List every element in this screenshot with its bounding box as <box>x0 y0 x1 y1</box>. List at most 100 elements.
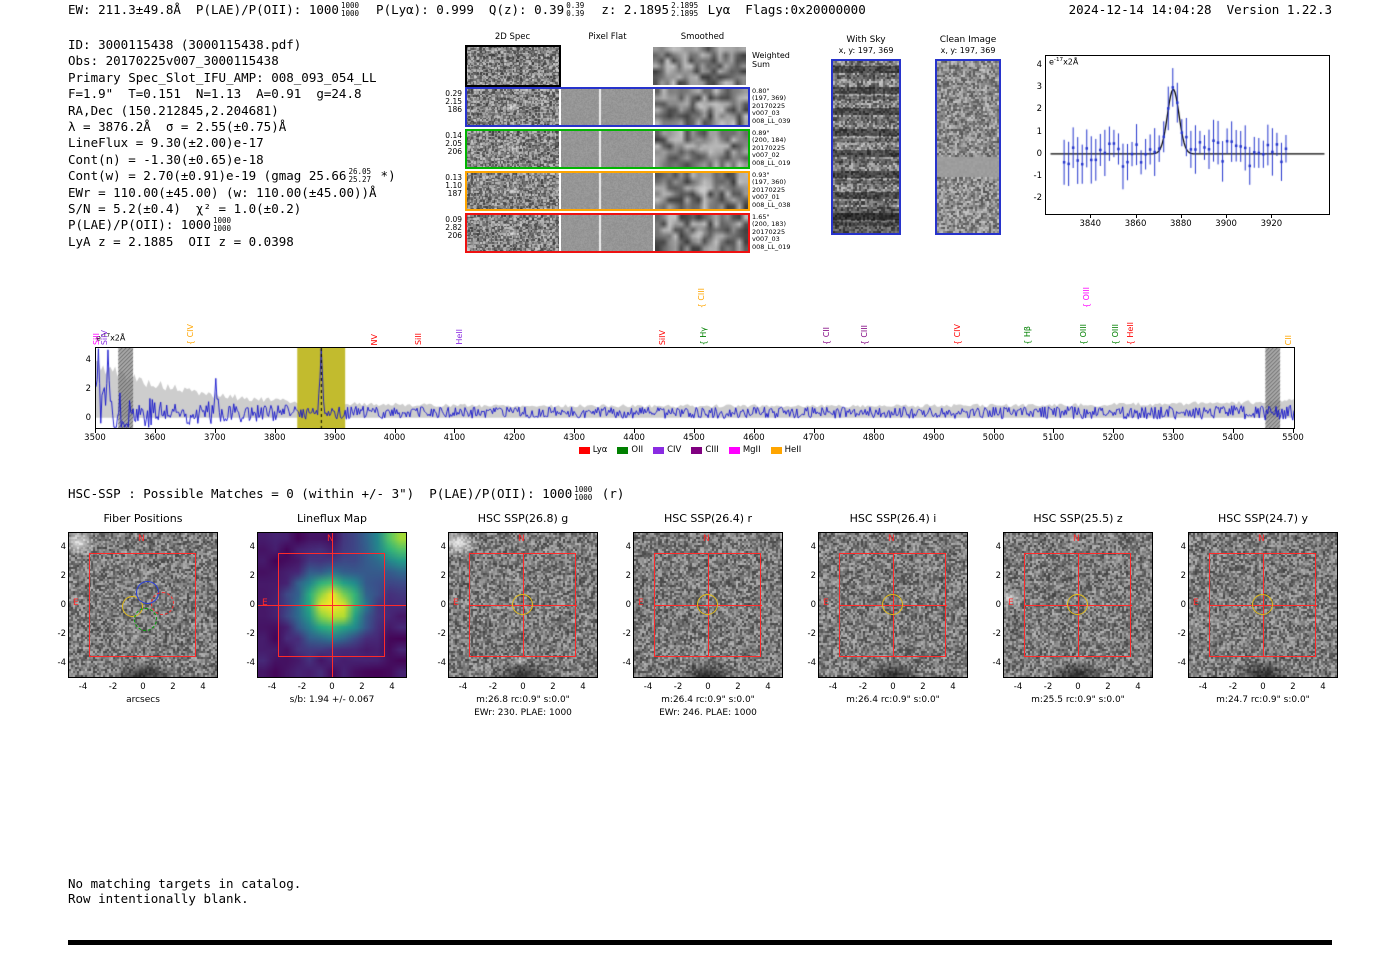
axis-tick-mark <box>1293 429 1294 433</box>
axis-tick-mark <box>154 429 156 433</box>
legend-label: CIV <box>667 445 682 455</box>
withsky-title: With Sky <box>846 35 886 45</box>
y-tick-label: -4 <box>246 658 255 669</box>
axis-tick-mark <box>873 429 875 433</box>
x-tick-label: 4 <box>580 682 586 692</box>
y-tick-label: 0 <box>85 412 91 423</box>
smoothed-canvas <box>655 173 748 209</box>
spec2d-row-left-labels: 0.13 1.10 187 <box>445 173 462 199</box>
cutout-xlabel: m:26.4 rc:0.9" s:0.0" <box>846 695 940 705</box>
aperture-circle <box>1252 594 1273 615</box>
axis-tick-mark <box>1113 429 1115 433</box>
extent-square <box>89 553 196 657</box>
compass-east-label: E <box>1193 598 1199 608</box>
axis-tick-mark <box>574 429 576 433</box>
y-tick-label: 3 <box>1036 82 1042 93</box>
cutout-xlabel: m:25.5 rc:0.9" s:0.0" <box>1031 695 1125 705</box>
smoothed-canvas <box>655 131 748 167</box>
clean-image-title: Clean Image <box>939 35 997 45</box>
emission-line-label: SiIV <box>100 329 110 345</box>
legend-item: Lyα <box>578 445 607 455</box>
axis-tick-mark <box>634 429 636 433</box>
y-tick-label: -1 <box>1033 171 1042 182</box>
x-tick-label: 2 <box>550 682 556 692</box>
spec2d-canvas <box>467 173 559 209</box>
x-tick-label: 4 <box>950 682 956 692</box>
x-tick-label: -4 <box>267 682 277 692</box>
cutout-title: HSC SSP(24.7) y <box>1217 512 1309 525</box>
y-tick-label: -4 <box>992 658 1001 669</box>
info-line: Primary Spec_Slot_IFU_AMP: 008_093_054_L… <box>68 69 377 85</box>
spec2d-cell <box>467 173 559 209</box>
y-tick-label: 0 <box>60 600 66 610</box>
footer-line-1: No matching targets in catalog. <box>68 876 302 891</box>
withsky-image <box>831 59 901 235</box>
spec2d-cell <box>467 215 559 251</box>
compass-east-label: E <box>1008 598 1014 608</box>
x-tick-label: 3920 <box>1260 219 1283 229</box>
compass-north-label: N <box>327 534 334 544</box>
y-tick-label: 4 <box>1180 541 1186 552</box>
x-tick-label: 4 <box>1135 682 1141 692</box>
x-tick-label: -2 <box>108 682 118 692</box>
y-tick-label: -4 <box>622 658 631 669</box>
spec2d-cell <box>561 215 653 251</box>
info-line: LineFlux = 9.30(±2.00)e-17 <box>68 135 264 151</box>
aperture-circle <box>512 594 533 615</box>
spec2d-row-annotations: 0.93" (197, 360) 20170225 v007_01 008_LL_038 <box>752 171 791 209</box>
info-line: Cont(w) = 2.70(±0.91)e-19 (gmag 25.66 26.… <box>68 167 396 184</box>
cutout-xlabel: m:24.7 rc:0.9" s:0.0" <box>1216 695 1310 705</box>
spec2d-cell <box>655 89 748 125</box>
cutout-xlabel: m:26.8 rc:0.9" s:0.0" <box>476 695 570 705</box>
y-tick-label: -2 <box>807 629 816 640</box>
x-tick-label: 5500 <box>1282 433 1304 443</box>
crosshair-vertical <box>332 533 334 677</box>
y-tick-label: -4 <box>437 658 446 669</box>
y-tick-label: -2 <box>622 629 631 640</box>
axis-tick-mark <box>1271 215 1273 218</box>
x-tick-label: 3880 <box>1170 219 1192 229</box>
spec2d-cell <box>561 89 653 125</box>
legend-label: MgII <box>742 445 761 455</box>
spec2d-row-annotations: 0.80" (197, 369) 20170225 v007_03 008_LL_039 <box>752 87 791 125</box>
axis-tick-mark <box>95 429 96 433</box>
x-tick-label: 5300 <box>1162 433 1185 443</box>
spec2d-row <box>465 87 750 127</box>
spec2d-cell <box>655 131 748 167</box>
x-tick-label: 4100 <box>443 433 466 443</box>
cutout-canvas <box>69 533 217 677</box>
linefit-flux-units-label: e-17x2Å <box>1049 57 1079 67</box>
cutout-xlabel: s/b: 1.94 +/- 0.067 <box>289 695 375 705</box>
y-tick-label: 0 <box>249 600 255 610</box>
y-tick-label: 4 <box>625 541 631 552</box>
axis-tick-mark <box>1180 215 1182 218</box>
axis-tick-mark <box>1090 215 1092 218</box>
pixelflat-canvas <box>561 131 653 167</box>
y-tick-label: 2 <box>1036 104 1042 115</box>
info-line: LyA z = 2.1885 OII z = 0.0398 <box>68 233 294 249</box>
compass-north-label: N <box>518 534 525 544</box>
x-tick-label: 0 <box>140 682 146 692</box>
legend-swatch <box>691 446 703 454</box>
clean-canvas <box>937 61 999 233</box>
emission-line-label: { OIII <box>1111 323 1121 345</box>
x-tick-label: 4200 <box>503 433 526 443</box>
info-line: EWr = 110.00(±45.00) (w: 110.00(±45.00))… <box>68 184 377 200</box>
pixelflat-canvas <box>561 215 653 251</box>
x-tick-label: 3900 <box>1215 219 1237 229</box>
stacked-fraction: 1000 1000 <box>213 216 232 233</box>
x-tick-label: -4 <box>1198 682 1208 692</box>
spec2d-cell <box>655 215 748 251</box>
emission-line-label: CII <box>1283 334 1293 345</box>
axis-tick-mark <box>1135 215 1137 218</box>
spec2d-row <box>465 129 750 169</box>
legend-swatch <box>653 446 665 454</box>
x-tick-label: -4 <box>78 682 88 692</box>
emission-line-label: NV <box>369 333 379 345</box>
y-tick-label: 4 <box>85 354 91 365</box>
compass-north-label: N <box>888 534 895 544</box>
spec2d-row <box>465 213 750 253</box>
x-tick-label: -4 <box>458 682 468 692</box>
x-tick-label: 3840 <box>1079 219 1102 229</box>
cutout-xlabel: m:26.4 rc:0.9" s:0.0" <box>661 695 755 705</box>
